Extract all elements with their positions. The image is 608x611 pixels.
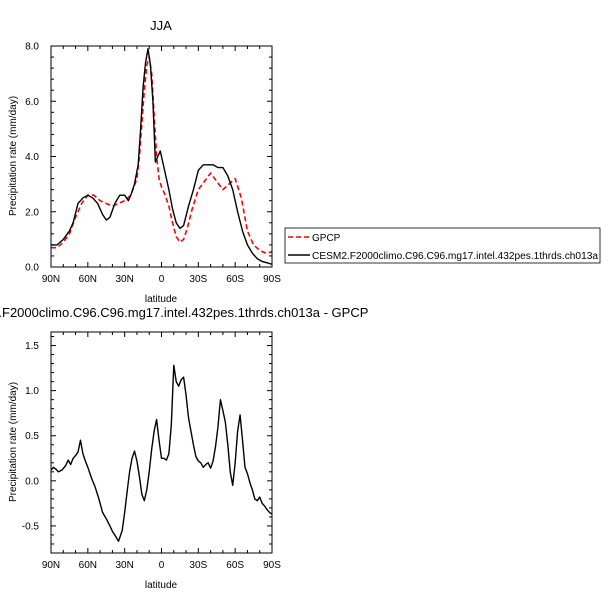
bottom-series-group [50, 364, 273, 542]
legend: GPCP CESM2.F2000climo.C96.C96.mg17.intel… [284, 227, 601, 264]
top-y-tick-label: 0.0 [25, 263, 39, 274]
top-x-tick-label: 30S [189, 274, 207, 285]
bottom-y-tick-labels: -0.5 0.0 0.5 1.0 1.5 [22, 341, 40, 532]
bottom-x-axis-label: latitude [145, 580, 178, 591]
top-y-tick-label: 8.0 [25, 42, 39, 53]
bot-series-line-difference [50, 364, 273, 542]
bot-x-tick-label: 90S [263, 560, 281, 571]
top-series-line-gpcp [51, 56, 273, 254]
top-series-group [51, 48, 273, 265]
legend-label-gpcp: GPCP [312, 233, 341, 244]
top-chart-title: JJA [150, 18, 172, 33]
bot-x-tick-label: 30N [115, 560, 133, 571]
top-panel: JJA Precipitation rate (mm/day) latitude… [8, 18, 281, 305]
bottom-x-tick-labels: 90N 60N 30N 0 30S 60S 90S [42, 560, 281, 571]
bottom-panel: CESM2.F2000climo.C96.C96.mg17.intel.432p… [0, 305, 368, 591]
bot-y-tick-label: 1.0 [25, 386, 39, 397]
top-plot-frame [50, 45, 273, 268]
top-x-tick-label: 60S [226, 274, 244, 285]
top-x-tick-label: 30N [115, 274, 133, 285]
top-x-tick-label: 90S [263, 274, 281, 285]
bot-x-tick-label: 0 [159, 560, 165, 571]
bottom-chart-title: CESM2.F2000climo.C96.C96.mg17.intel.432p… [0, 305, 368, 320]
bot-y-tick-label: 0.5 [25, 431, 39, 442]
legend-label-cesm2: CESM2.F2000climo.C96.C96.mg17.intel.432p… [312, 251, 598, 262]
top-x-tick-label: 60N [79, 274, 97, 285]
top-series-line-cesm2 [51, 48, 273, 265]
bottom-y-axis-label: Precipitation rate (mm/day) [8, 382, 19, 502]
top-y-tick-label: 2.0 [25, 207, 39, 218]
top-y-tick-label: 6.0 [25, 97, 39, 108]
top-y-tick-label: 4.0 [25, 152, 39, 163]
bot-x-tick-label: 30S [189, 560, 207, 571]
top-x-tick-label: 0 [159, 274, 165, 285]
bottom-tick-marks [50, 332, 273, 554]
top-y-axis-label: Precipitation rate (mm/day) [8, 96, 19, 216]
top-x-tick-label: 90N [42, 274, 60, 285]
top-y-tick-labels: 0.0 2.0 4.0 6.0 8.0 [25, 42, 39, 274]
legend-box [284, 227, 601, 264]
bot-x-tick-label: 90N [42, 560, 60, 571]
bot-x-tick-label: 60S [226, 560, 244, 571]
bot-y-tick-label: 0.0 [25, 476, 39, 487]
top-x-tick-labels: 90N 60N 30N 0 30S 60S 90S [42, 274, 281, 285]
bot-x-tick-label: 60N [79, 560, 97, 571]
bottom-plot-frame [50, 331, 273, 554]
bot-y-tick-label: -0.5 [22, 521, 40, 532]
bot-y-tick-label: 1.5 [25, 341, 39, 352]
top-x-axis-label: latitude [145, 294, 178, 305]
